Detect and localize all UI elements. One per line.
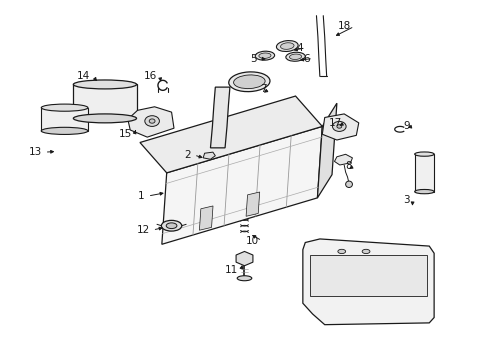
- Polygon shape: [162, 126, 322, 244]
- Ellipse shape: [255, 51, 274, 60]
- Polygon shape: [245, 192, 259, 216]
- Text: 17: 17: [328, 118, 341, 128]
- Ellipse shape: [258, 53, 270, 58]
- Text: 2: 2: [184, 150, 191, 160]
- Polygon shape: [236, 251, 252, 266]
- Ellipse shape: [144, 116, 159, 126]
- Ellipse shape: [285, 52, 305, 61]
- Text: 6: 6: [303, 54, 309, 64]
- Polygon shape: [41, 108, 88, 131]
- Ellipse shape: [41, 104, 88, 111]
- Ellipse shape: [73, 114, 136, 123]
- Ellipse shape: [414, 152, 433, 156]
- Ellipse shape: [336, 125, 341, 128]
- Text: 9: 9: [403, 121, 409, 131]
- Ellipse shape: [166, 223, 177, 229]
- Ellipse shape: [237, 276, 251, 281]
- Ellipse shape: [161, 220, 182, 231]
- Ellipse shape: [332, 121, 346, 131]
- Polygon shape: [309, 255, 426, 296]
- Polygon shape: [317, 103, 336, 198]
- Polygon shape: [322, 114, 358, 140]
- Polygon shape: [414, 154, 433, 192]
- Text: 12: 12: [136, 225, 149, 235]
- Text: 18: 18: [338, 21, 351, 31]
- Ellipse shape: [41, 127, 88, 134]
- Polygon shape: [210, 87, 229, 148]
- Ellipse shape: [414, 189, 433, 194]
- Ellipse shape: [276, 41, 298, 51]
- Text: 3: 3: [403, 195, 409, 204]
- Polygon shape: [203, 152, 215, 159]
- Ellipse shape: [228, 72, 269, 92]
- Text: 16: 16: [143, 71, 157, 81]
- Polygon shape: [199, 206, 213, 230]
- Ellipse shape: [337, 249, 345, 253]
- Text: 7: 7: [259, 84, 266, 94]
- Ellipse shape: [73, 80, 136, 89]
- Polygon shape: [334, 154, 352, 165]
- Text: 15: 15: [118, 129, 131, 139]
- Polygon shape: [302, 239, 433, 325]
- Ellipse shape: [149, 119, 155, 123]
- Ellipse shape: [289, 54, 301, 59]
- Polygon shape: [73, 85, 136, 118]
- Ellipse shape: [345, 181, 352, 188]
- Text: 1: 1: [138, 191, 144, 201]
- Ellipse shape: [280, 43, 293, 49]
- Polygon shape: [140, 96, 322, 173]
- Text: 5: 5: [249, 54, 256, 64]
- Polygon shape: [127, 107, 174, 137]
- Text: 4: 4: [296, 43, 302, 53]
- Text: 14: 14: [77, 71, 90, 81]
- Text: 11: 11: [224, 265, 238, 275]
- Ellipse shape: [233, 75, 264, 89]
- Text: 10: 10: [245, 236, 259, 246]
- Text: 13: 13: [28, 147, 41, 157]
- Text: 8: 8: [344, 161, 351, 171]
- Ellipse shape: [362, 249, 369, 253]
